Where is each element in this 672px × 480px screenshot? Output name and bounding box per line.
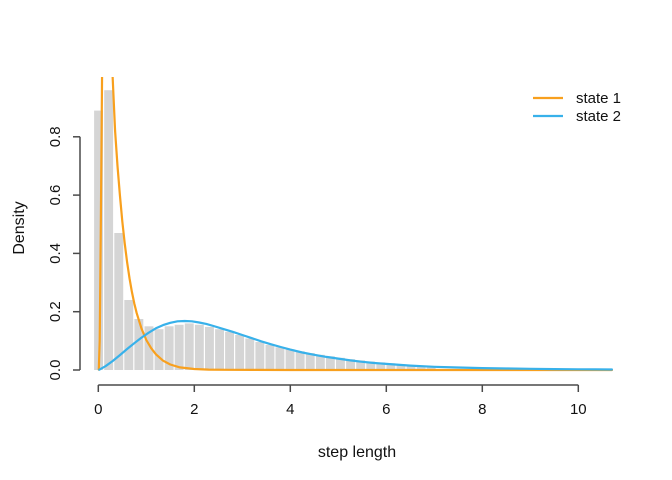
histogram-bar: [366, 361, 376, 370]
histogram-bar: [265, 344, 275, 370]
histogram-bar: [245, 338, 255, 370]
histogram-bar: [194, 324, 204, 370]
histogram-bar: [336, 357, 345, 370]
x-tick-label: 4: [286, 401, 294, 418]
histogram-bar: [184, 323, 194, 370]
y-axis-label: Density: [11, 201, 28, 254]
histogram-bar: [295, 351, 305, 370]
histogram-bar: [386, 363, 396, 370]
y-tick-label: 0.0: [47, 360, 64, 381]
x-tick-label: 0: [94, 401, 102, 418]
state2-density-curve: [98, 319, 613, 371]
legend-state1-label: state 1: [576, 90, 621, 107]
histogram-bar: [406, 365, 416, 370]
histogram-bar: [356, 360, 366, 370]
legend-state2-label: state 2: [576, 108, 621, 125]
histogram-bar: [305, 353, 315, 370]
histogram-bar: [275, 347, 285, 370]
x-axis: 0 2 4 6 8 10: [94, 384, 587, 418]
histogram-bar: [426, 366, 436, 370]
histogram-bar: [235, 335, 245, 370]
x-tick-label: 2: [190, 401, 198, 418]
histogram-bar: [346, 359, 355, 370]
y-axis: 0.0 0.2 0.4 0.6 0.8: [47, 126, 81, 381]
x-tick-label: 10: [570, 401, 587, 418]
legend: state 1 state 2: [533, 90, 621, 125]
y-tick-label: 0.2: [47, 301, 64, 322]
y-tick-label: 0.6: [47, 185, 64, 206]
y-tick-label: 0.4: [47, 243, 64, 264]
histogram-bar: [164, 326, 174, 370]
histogram-bar: [124, 300, 134, 370]
state1-density-curve: [97, 77, 613, 372]
histogram-bar: [134, 319, 144, 370]
histogram-bar: [144, 326, 154, 370]
x-axis-label: step length: [318, 444, 396, 461]
histogram-bar: [174, 324, 184, 370]
x-tick-label: 6: [382, 401, 390, 418]
y-tick-label: 0.8: [47, 126, 64, 147]
histogram-bar: [416, 365, 426, 370]
histogram-bar: [255, 342, 265, 370]
x-tick-label: 8: [478, 401, 486, 418]
histogram-bar: [285, 349, 295, 370]
histogram-bar: [205, 326, 214, 370]
histogram-bar: [215, 329, 224, 370]
histogram-bar: [114, 233, 124, 370]
histogram-bar: [94, 110, 103, 370]
histogram-bar: [104, 90, 114, 370]
histogram-bar: [225, 331, 234, 370]
histogram-bar: [325, 356, 335, 370]
histogram-bar: [154, 329, 164, 370]
histogram-bar: [376, 362, 386, 370]
histogram-bar: [396, 364, 406, 370]
histogram-bars: [94, 90, 436, 370]
histogram-bar: [315, 354, 325, 370]
